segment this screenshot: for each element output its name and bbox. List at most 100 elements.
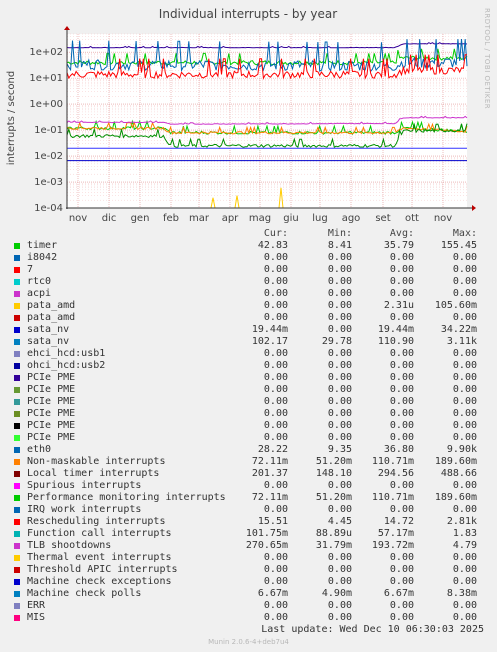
legend-cur: 0.00 — [263, 552, 288, 563]
legend-max: 0.00 — [452, 264, 477, 275]
legend-cur: 0.00 — [263, 396, 288, 407]
legend-avg: 0.00 — [389, 612, 414, 623]
legend-series-name: pata_amd — [27, 300, 76, 311]
legend-avg: 0.00 — [389, 264, 414, 275]
legend-row: IRQ work interrupts 0.00 0.00 0.00 0.00 — [0, 504, 497, 516]
legend-swatch — [14, 603, 20, 609]
y-axis-label: interrupts / second — [6, 71, 17, 165]
legend-avg: 0.00 — [389, 480, 414, 491]
legend-max: 0.00 — [452, 612, 477, 623]
legend-row: PCIe PME 0.00 0.00 0.00 0.00 — [0, 420, 497, 432]
legend-swatch — [14, 507, 20, 513]
legend-row: rtc0 0.00 0.00 0.00 0.00 — [0, 276, 497, 288]
legend-swatch — [14, 519, 20, 525]
legend-max: 0.00 — [452, 564, 477, 575]
legend-cur: 0.00 — [263, 384, 288, 395]
legend-cur: 0.00 — [263, 432, 288, 443]
series-line — [66, 42, 468, 49]
legend-avg: 0.00 — [389, 384, 414, 395]
legend-series-name: MIS — [27, 612, 46, 623]
legend-row: sata_nv 19.44m 0.00 19.44m 34.22m — [0, 324, 497, 336]
legend-min: 0.00 — [327, 324, 352, 335]
legend-max: 0.00 — [452, 252, 477, 263]
legend-max: 0.00 — [452, 600, 477, 611]
legend-row: Function call interrupts 101.75m 88.89u 57.… — [0, 528, 497, 540]
legend-series-name: Performance monitoring interrupts — [27, 492, 226, 503]
legend-cur: 6.67m — [257, 588, 288, 599]
legend-row: PCIe PME 0.00 0.00 0.00 0.00 — [0, 372, 497, 384]
y-tick-label: 1e+00 — [29, 99, 63, 110]
legend-max: 0.00 — [452, 552, 477, 563]
legend-header: Cur: Min: Avg: Max: — [0, 228, 497, 240]
version-label: Munin 2.0.6-4+deb7u4 — [208, 638, 289, 646]
legend-max: 0.00 — [452, 360, 477, 371]
legend-avg: 193.72m — [371, 540, 414, 551]
legend-series-name: Function call interrupts — [27, 528, 172, 539]
legend-swatch — [14, 327, 20, 333]
series-line — [66, 121, 468, 135]
legend-avg: 0.00 — [389, 576, 414, 587]
legend-series-name: PCIe PME — [27, 408, 76, 419]
legend-cur: 0.00 — [263, 420, 288, 431]
legend-swatch — [14, 531, 20, 537]
legend-cur: 0.00 — [263, 564, 288, 575]
legend-avg: 2.31u — [383, 300, 414, 311]
legend-row: Threshold APIC interrupts 0.00 0.00 0.00 0.0… — [0, 564, 497, 576]
legend-swatch — [14, 591, 20, 597]
legend-row: timer 42.83 8.41 35.79 155.45 — [0, 240, 497, 252]
legend-min: 9.35 — [327, 444, 352, 455]
legend-row: sata_nv 102.17 29.78 110.90 3.11k — [0, 336, 497, 348]
legend-max: 3.11k — [446, 336, 477, 347]
legend-swatch — [14, 543, 20, 549]
legend-min: 0.00 — [327, 612, 352, 623]
x-tick-label: ott — [405, 213, 419, 224]
series-group — [66, 39, 468, 209]
legend-series-name: sata_nv — [27, 336, 70, 347]
legend-max: 2.81k — [446, 516, 477, 527]
legend-row: acpi 0.00 0.00 0.00 0.00 — [0, 288, 497, 300]
legend-row: Spurious interrupts 0.00 0.00 0.00 0.00 — [0, 480, 497, 492]
chart: Individual interrupts - by year interrup… — [6, 7, 491, 224]
legend-series-name: IRQ work interrupts — [27, 504, 142, 515]
legend-max: 0.00 — [452, 504, 477, 515]
x-tick-label: mar — [189, 213, 210, 224]
legend-cur: 15.51 — [257, 516, 288, 527]
legend-max: 0.00 — [452, 408, 477, 419]
x-tick-label: nov — [434, 213, 452, 224]
legend-min: 0.00 — [327, 384, 352, 395]
legend-cur: 0.00 — [263, 372, 288, 383]
legend-series-name: PCIe PME — [27, 432, 76, 443]
legend-swatch — [14, 267, 20, 273]
legend-row: TLB shootdowns 270.65m 31.79m 193.72m 4.79 — [0, 540, 497, 552]
legend-series-name: Rescheduling interrupts — [27, 516, 166, 527]
legend-min: 0.00 — [327, 264, 352, 275]
legend-row: PCIe PME 0.00 0.00 0.00 0.00 — [0, 384, 497, 396]
legend-avg: 14.72 — [383, 516, 414, 527]
legend-swatch — [14, 423, 20, 429]
legend-row: ohci_hcd:usb2 0.00 0.00 0.00 0.00 — [0, 360, 497, 372]
legend-swatch — [14, 435, 20, 441]
legend-cur: 0.00 — [263, 348, 288, 359]
legend-min: 0.00 — [327, 420, 352, 431]
legend-avg: 0.00 — [389, 432, 414, 443]
legend-row: PCIe PME 0.00 0.00 0.00 0.00 — [0, 408, 497, 420]
header-cur: Cur: — [263, 228, 288, 239]
chart-title: Individual interrupts - by year — [159, 7, 337, 21]
legend-series-name: Machine check polls — [27, 588, 142, 599]
legend-swatch — [14, 483, 20, 489]
legend-max: 9.90k — [446, 444, 477, 455]
y-tick-label: 1e+01 — [29, 73, 63, 84]
legend-swatch — [14, 471, 20, 477]
legend-avg: 0.00 — [389, 600, 414, 611]
legend-row: Machine check polls 6.67m 4.90m 6.67m 8.38m — [0, 588, 497, 600]
legend-max: 189.60m — [434, 492, 477, 503]
legend-min: 0.00 — [327, 576, 352, 587]
legend-max: 1.83 — [452, 528, 477, 539]
legend-row: PCIe PME 0.00 0.00 0.00 0.00 — [0, 432, 497, 444]
legend-min: 0.00 — [327, 408, 352, 419]
legend-series-name: Threshold APIC interrupts — [27, 564, 178, 575]
x-tick-label: feb — [163, 213, 179, 224]
legend-avg: 0.00 — [389, 552, 414, 563]
legend-cur: 0.00 — [263, 264, 288, 275]
legend-max: 0.00 — [452, 348, 477, 359]
